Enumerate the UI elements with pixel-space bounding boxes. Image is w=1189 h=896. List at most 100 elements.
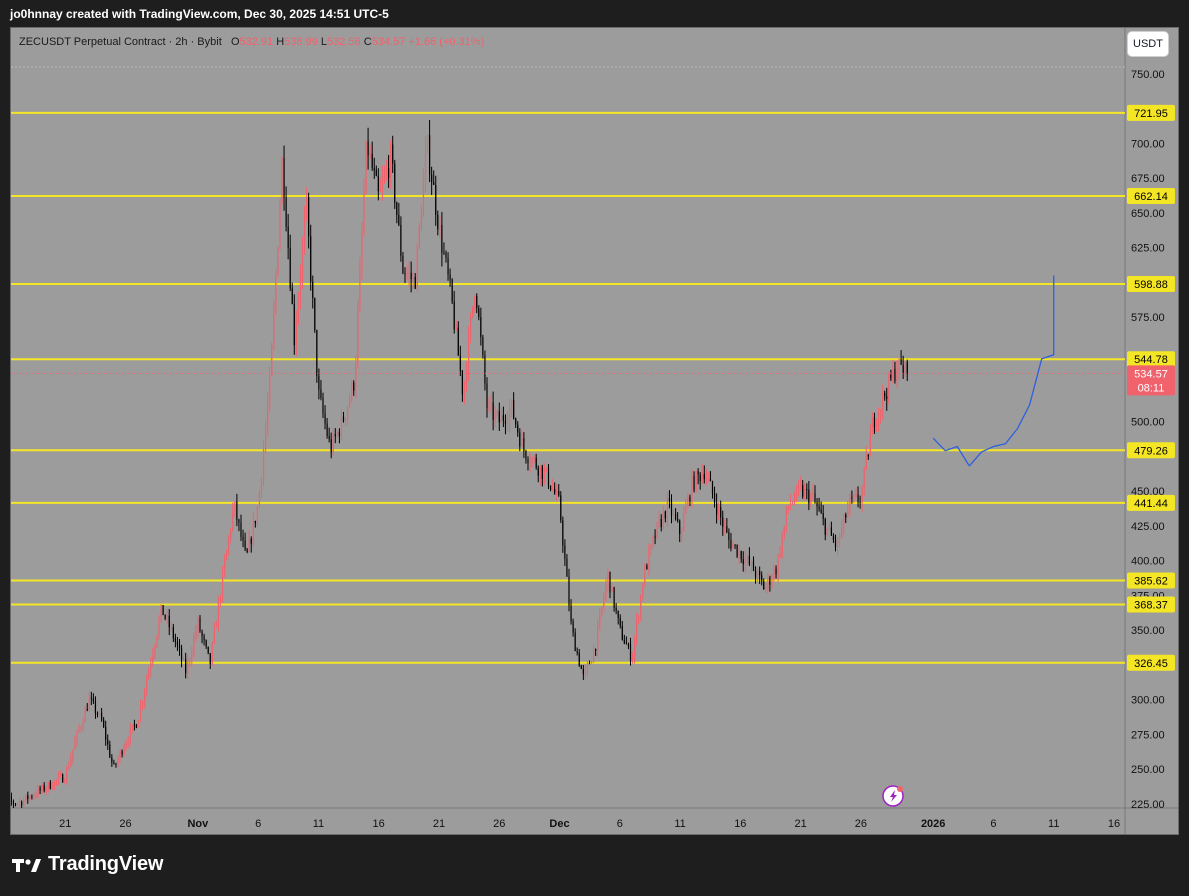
candle-body [357,309,359,363]
candle-body [182,659,185,661]
candle-body [90,697,92,699]
candle-body [736,544,738,557]
candle-body [166,615,168,619]
currency-button[interactable]: USDT [1128,32,1168,56]
chart-area[interactable]: 750.00 700.00 675.00 650.00 625.00 575.00 500.… [10,27,1179,835]
candle-body [510,400,513,409]
candle-body [379,187,381,192]
x-tick-label: 26 [855,818,867,830]
candle-body [449,274,451,280]
candle-body [525,451,527,460]
candle-body [240,522,242,538]
candle-body [693,475,695,491]
candle-body [172,627,174,639]
candle-body [474,296,476,307]
chart-credit: jo0hnnay created with TradingView.com, D… [10,7,389,21]
tradingview-logo[interactable]: TradingView [12,853,163,876]
level-tag-label: 441.44 [1134,498,1168,510]
candle-body [160,605,162,620]
candle-body [139,705,142,721]
candle-body [601,606,603,615]
candle-body [748,556,750,564]
candle-body [574,632,576,652]
candle-body [771,578,773,585]
candle-body [406,273,408,275]
candle-body [125,742,127,748]
candle-body [230,529,232,537]
candle-body [836,538,839,547]
candle-body [808,489,810,504]
candle-body [33,795,35,798]
candle-body [369,153,371,156]
candle-body [568,576,570,606]
candle-body [420,216,422,227]
candle-body [826,528,828,535]
candle-body [264,427,267,450]
tradingview-logo-icon [12,858,41,872]
candle-body [152,654,154,664]
y-tick-label: 250.00 [1131,764,1165,776]
candle-body [189,659,191,662]
y-tick-label: 700.00 [1131,138,1165,150]
candle-body [39,788,41,791]
candle-body [800,485,802,487]
candle-body [595,648,597,651]
last-price-tag[interactable] [1127,365,1175,396]
candle-body [203,636,205,641]
high-label: H [276,36,285,48]
close-label: C [363,36,372,48]
candle-body [29,796,31,800]
candle-body [580,665,582,669]
candle-body [482,337,484,356]
candle-body [732,544,734,549]
candle-body [699,474,701,482]
candle-body [344,418,347,422]
candle-body [892,368,894,379]
candle-body [310,236,312,282]
candle-body [873,417,876,428]
open-value: 532.91 [239,36,274,48]
candle-body [269,375,271,404]
candle-body [74,741,76,750]
candle-body [234,501,236,511]
candle-body [144,691,146,702]
candle-body [361,232,363,267]
candle-body [441,225,443,253]
candle-body [654,536,656,538]
candle-body [613,587,615,609]
price-chart[interactable]: 750.00 700.00 675.00 650.00 625.00 575.00 500.… [11,28,1178,834]
candle-body [656,522,658,538]
low-value: 532.56 [327,36,361,48]
candle-body [453,301,455,330]
candle-body [326,423,328,437]
candle-body [367,141,369,156]
plot-background[interactable] [11,28,1125,808]
level-tag [1127,442,1175,459]
candle-body [135,724,138,728]
candle-body [256,507,258,524]
candle-body [295,321,297,346]
candle-body [150,663,152,671]
candle-body [262,449,265,479]
candle-body [521,438,523,447]
candle-body [455,327,457,330]
candle-body [662,511,664,528]
candle-body [660,519,662,528]
candle-body [211,643,213,664]
candle-body [685,506,687,515]
price-scale[interactable] [1125,28,1178,834]
projection-path[interactable] [932,275,1055,468]
close-value: 534.57 [371,36,406,48]
candle-body [191,652,193,660]
candle-body [246,549,248,553]
lightning-bolt [890,790,897,802]
candle-body [691,475,693,502]
y-tick-label: 575.00 [1131,312,1165,324]
candle-body [888,374,890,400]
candle-body [896,371,898,381]
candle-body [463,382,466,395]
candle-body [576,651,578,653]
candle-body [627,644,630,646]
candle-body [652,536,654,545]
candle-body [824,518,826,535]
